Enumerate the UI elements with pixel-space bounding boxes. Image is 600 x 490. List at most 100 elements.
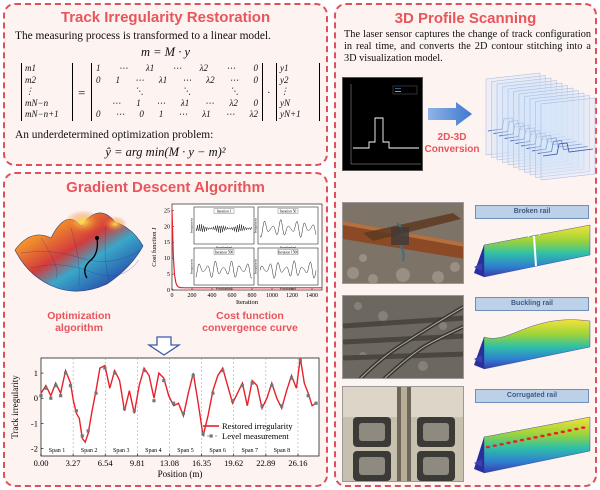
slice-plane	[491, 75, 546, 158]
cost-y-tick-label: 5	[167, 272, 170, 278]
matrix-cell: λ2	[206, 74, 215, 85]
matrix-cell: ⋯	[182, 74, 192, 85]
level-measurement-point	[94, 391, 98, 395]
cost-inset-title: Iteration 50	[280, 209, 297, 213]
matrix-cell: ⋯	[172, 63, 182, 73]
level-measurement-point	[49, 396, 53, 400]
matrix-cell: 1	[96, 63, 101, 73]
restoration-x-tick-label: 26.16	[288, 458, 307, 468]
rail-fracture-edge	[527, 231, 541, 238]
profile-scanning-title: 3D Profile Scanning	[394, 10, 537, 27]
rail-edge	[474, 437, 484, 473]
level-measurement-point	[63, 371, 68, 375]
cost-inset-xlabel: Position(m)	[280, 246, 296, 250]
corrugation-mark	[553, 431, 559, 435]
level-measurement-point	[80, 434, 84, 438]
matrix-cell: ⋯	[225, 109, 235, 119]
restoration-x-tick-label: 16.35	[192, 458, 211, 468]
lhs-entry: mN−n	[25, 97, 49, 108]
level-measurement-point	[162, 379, 166, 383]
conversion-label-line: 2D-3D	[437, 132, 467, 143]
corrugated-rail-photo-art	[343, 387, 463, 481]
matrix-cell: λ1	[202, 109, 211, 119]
rail-direction-marker	[474, 355, 482, 363]
level-measurement-point	[191, 373, 195, 378]
cost-inset-xlabel: Position(m)	[216, 246, 232, 250]
cost-x-tick-label: 600	[228, 293, 237, 299]
matrix-cell: 1	[115, 74, 120, 85]
legend-restored-label: Restored irregularity	[222, 421, 293, 431]
cost-curve	[171, 209, 322, 289]
restoration-x-tick-label: 0.00	[34, 458, 49, 468]
matrix-cell: ⋱	[229, 86, 239, 96]
restoration-chart: Span 1 Span 2 Span 3 Span 4 Span 5 Span 6 Span…	[10, 357, 320, 479]
corrugation-mark	[485, 445, 491, 449]
buckling-rail-label: Buckling rail	[475, 297, 589, 311]
stacked-profile-slice	[496, 77, 552, 161]
level-measurement-point	[306, 394, 310, 398]
cost-y-tick-label: 20	[164, 224, 170, 230]
corrugation-mark	[567, 429, 572, 432]
conversion-label: 2D-3D Conversion	[422, 132, 482, 156]
level-measurement-point	[211, 391, 215, 395]
span-label: Span 7	[242, 448, 259, 454]
gradient-descent-panel: Gradient Descent Algorithm	[3, 172, 328, 487]
cost-x-tick-label: 1400	[306, 293, 318, 299]
matrix-cell: ⋱	[134, 86, 144, 96]
rhs-vector: y1 y2 ⋮ yN yN+1	[276, 63, 320, 121]
span-label: Span 2	[81, 448, 98, 454]
level-measurement-point	[280, 404, 284, 408]
lhs-entry: m1	[25, 63, 36, 73]
corrugation-mark	[499, 442, 504, 446]
matrix-cell: λ2	[249, 109, 258, 119]
rhs-entry: ⋮	[280, 86, 289, 96]
surface-label: Optimization algorithm	[19, 310, 139, 334]
cost-inset-line	[195, 260, 253, 279]
level-measurement-point	[298, 358, 302, 363]
matrix-cell: ⋯	[111, 97, 121, 108]
matrix-row: ⋱ ⋱ ⋱	[96, 86, 258, 98]
level-measurement-point	[103, 366, 107, 370]
matrix-row: 1 ⋯ λ1 ⋯ λ2 ⋯ 0	[96, 63, 258, 75]
2d-profile-plot	[350, 84, 421, 165]
level-measurement-point	[68, 384, 73, 388]
rail-edge	[474, 245, 484, 277]
stacked-profile-slice	[540, 97, 596, 181]
dot-operator: ·	[267, 87, 271, 99]
cost-x-tick-label: 200	[188, 293, 197, 299]
cost-label: Cost function convergence curve	[175, 310, 325, 334]
matrix-row: 0 1 ⋯ λ1 ⋯ λ2 ⋯ 0	[96, 75, 258, 87]
matrix-cell: ⋯	[204, 97, 214, 108]
level-measurement-point	[54, 384, 58, 388]
span-label: Span 4	[145, 448, 162, 454]
corrugation-mark	[560, 430, 565, 434]
profile-scanning-description: The laser sensor captures the change of …	[344, 29, 591, 64]
level-measurement-point	[250, 381, 254, 385]
level-measurement-point	[59, 394, 63, 398]
corrugated-rail-3d-model	[474, 416, 591, 474]
level-measurement-point	[314, 401, 318, 405]
cost-inset-line	[259, 219, 317, 238]
slice-plane	[485, 72, 541, 156]
cost-inset-title-box	[277, 249, 299, 255]
track-restoration-title: Track Irregularity Restoration	[60, 9, 271, 26]
buckling-rail-3d-model	[474, 319, 591, 370]
restoration-x-tick-label: 6.54	[98, 458, 114, 468]
cost-inset-title-box	[277, 208, 299, 214]
level-measurement-point	[221, 368, 225, 373]
restoration-x-tick-label: 22.89	[256, 458, 275, 468]
stacked-profile-slice	[485, 72, 541, 156]
matrix-cell: 0	[253, 97, 258, 108]
slice-plane	[513, 85, 568, 168]
broken-rail-3d-model	[474, 224, 591, 278]
restoration-y-tick-label: 0	[34, 393, 38, 403]
2d-profile-view	[342, 77, 423, 171]
slice-plane	[529, 92, 585, 176]
matrix-cell: 0	[139, 109, 144, 119]
down-arrow-icon	[147, 336, 181, 356]
lhs-entry: m2	[25, 74, 36, 85]
restoration-x-tick-label: 13.08	[160, 458, 179, 468]
cost-inset: Iteration 1 Position(m) Irregularity	[190, 206, 255, 250]
corrugation-mark	[581, 426, 586, 429]
slice-plane	[535, 95, 590, 178]
